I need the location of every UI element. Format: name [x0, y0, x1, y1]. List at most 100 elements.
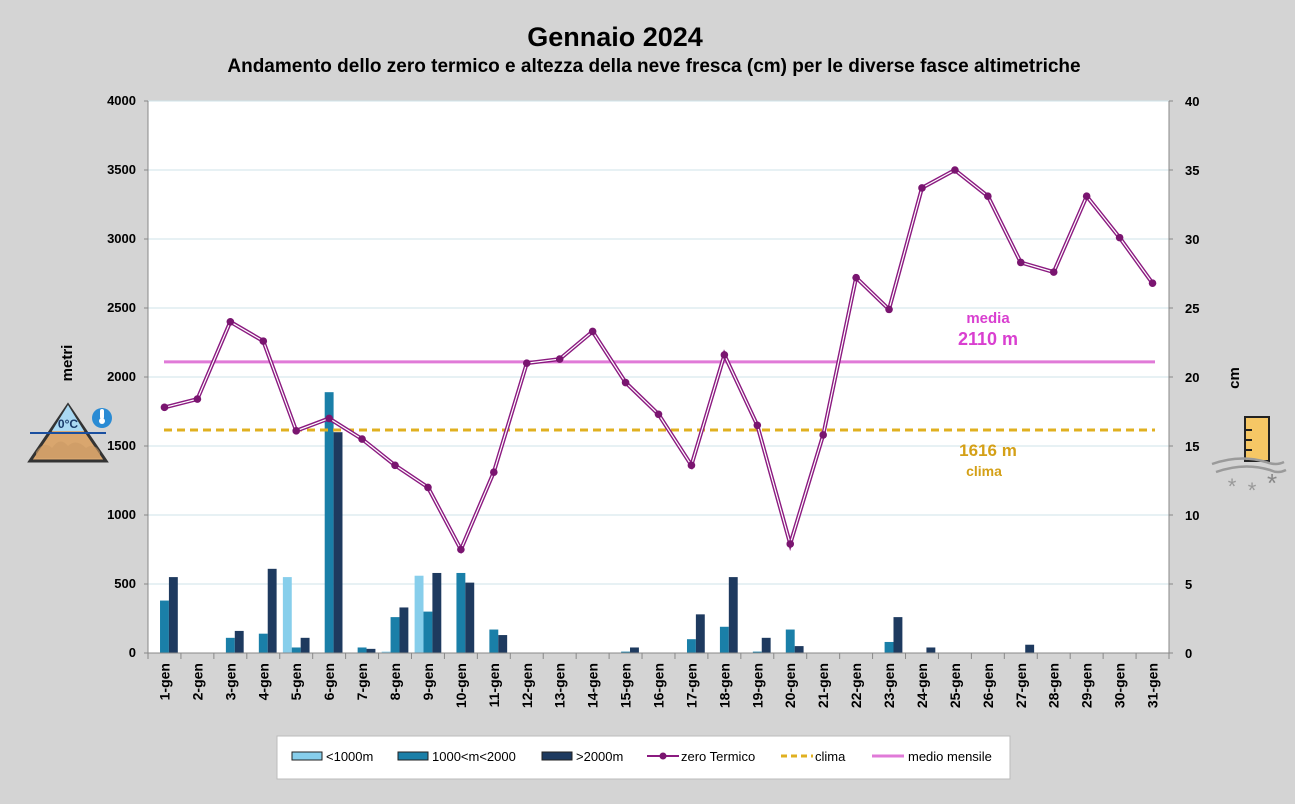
bar [893, 617, 903, 653]
zero-termico-point [654, 410, 663, 419]
x-tick-label: 12-gen [519, 663, 535, 708]
y-tick-label-left: 4000 [107, 93, 136, 108]
bar [300, 637, 310, 653]
zero-termico-point [1115, 233, 1124, 242]
x-tick-label: 20-gen [782, 663, 798, 708]
bar [1025, 644, 1035, 653]
y-tick-label-left: 1500 [107, 438, 136, 453]
bar [695, 614, 705, 653]
bar [333, 432, 343, 653]
x-tick-label: 11-gen [486, 663, 502, 707]
legend-item-lt1000: <1000m [291, 749, 373, 764]
zero-termico-point [1049, 268, 1058, 276]
x-ticks: 1-gen 2-gen 3-gen 4-gen 5-gen 6-gen 7-gen 8-gen… [147, 653, 1170, 708]
zero-termico-point [918, 184, 926, 192]
x-tick-label: 14-gen [585, 663, 601, 708]
y-tick-label-right: 20 [1185, 370, 1199, 385]
bar [414, 575, 424, 653]
bar [621, 651, 631, 653]
legend-item-gt2000: >2000m [541, 749, 623, 764]
zero-termico-point [951, 166, 959, 174]
zero-termico-point [984, 192, 992, 201]
bar [630, 647, 639, 653]
reference-lines [164, 360, 1155, 432]
zero-termico-point [555, 355, 564, 363]
svg-text:*: * [1267, 468, 1277, 498]
bar [291, 647, 301, 653]
bar [761, 637, 771, 653]
y-tick-label-left: 2500 [107, 300, 136, 315]
media-value-label: 2110 m [958, 329, 1018, 349]
x-tick-label: 25-gen [947, 663, 963, 708]
x-tick-label: 9-gen [420, 663, 436, 700]
bar [728, 577, 738, 653]
y-axis-title-left: metri [59, 345, 76, 382]
x-tick-label: 8-gen [387, 663, 403, 700]
x-tick-label: 21-gen [815, 663, 831, 708]
x-tick-label: 3-gen [222, 663, 238, 700]
zero-termico-point [1148, 279, 1157, 287]
bar [168, 577, 178, 653]
svg-text:zero Termico: zero Termico [681, 749, 755, 764]
bar [456, 572, 466, 653]
zero-termico-point [424, 483, 432, 492]
x-tick-label: 23-gen [881, 663, 897, 708]
y-tick-label-right: 5 [1185, 577, 1192, 592]
x-tick-label: 4-gen [255, 663, 271, 700]
bar [282, 577, 292, 653]
bar [432, 572, 442, 653]
y-tick-label-right: 30 [1185, 232, 1199, 247]
zero-termico-point [325, 414, 333, 423]
x-tick-label: 5-gen [288, 663, 304, 700]
zero-termico-point [226, 318, 235, 326]
clima-value-label: 1616 m [959, 441, 1017, 460]
media-word-label: media [966, 310, 1010, 327]
x-tick-label: 17-gen [683, 663, 699, 708]
bar [686, 639, 696, 653]
x-tick-label: 26-gen [980, 663, 996, 708]
zero-termico-point [687, 461, 696, 470]
svg-text:*: * [1248, 478, 1257, 503]
x-tick-label: 19-gen [749, 663, 765, 708]
zero-termico-point [292, 427, 301, 435]
bar [498, 635, 508, 653]
x-tick-label: 16-gen [651, 663, 667, 708]
snow-gauge-icon: * * * [1211, 416, 1287, 503]
zero-termico-point [457, 545, 465, 554]
x-tick-label: 22-gen [848, 663, 864, 708]
y-ticks-left: 0 500 1000 1500 2000 2500 3000 3500 4000 [107, 93, 148, 660]
x-tick-label: 30-gen [1112, 663, 1128, 708]
zero-termico-point [522, 359, 531, 368]
bar [258, 633, 268, 653]
zero-termico-point [753, 421, 762, 430]
grid [148, 100, 1169, 585]
bar [465, 582, 475, 653]
zero-termico-point [720, 351, 729, 359]
y-tick-label-left: 1000 [107, 507, 136, 522]
x-tick-label: 28-gen [1046, 663, 1062, 708]
x-tick-label: 2-gen [189, 663, 205, 700]
x-tick-label: 15-gen [618, 663, 634, 708]
zero-termico-point [885, 305, 893, 314]
bar [399, 607, 409, 653]
bar [489, 629, 499, 653]
clima-word-label: clima [966, 463, 1002, 479]
zero-termico-point [490, 468, 498, 477]
zero-termico-point [819, 431, 827, 439]
zero-termico-series [160, 166, 1157, 555]
bar [234, 630, 244, 653]
bar [794, 646, 804, 653]
x-tick-label: 10-gen [453, 663, 469, 708]
y-tick-label-left: 500 [114, 576, 136, 591]
bar [324, 392, 334, 653]
bar [160, 600, 169, 653]
svg-text:*: * [1228, 474, 1237, 499]
bar [785, 629, 795, 653]
y-tick-label-left: 0 [129, 645, 136, 660]
mountain-freezing-level-icon: 0°C [27, 402, 112, 463]
y-tick-label-left: 2000 [107, 369, 136, 384]
bar [926, 647, 936, 653]
legend-item-zero-termico: zero Termico [647, 749, 755, 764]
x-tick-label: 31-gen [1145, 663, 1161, 708]
